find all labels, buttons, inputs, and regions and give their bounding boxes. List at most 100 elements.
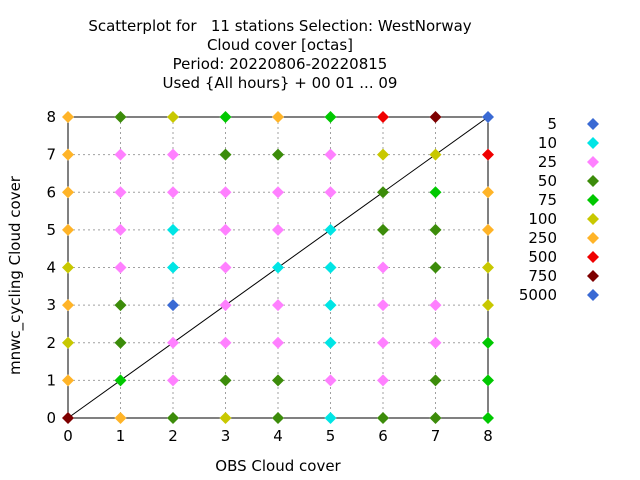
legend-label: 5 [547, 115, 557, 133]
x-tick-label: 1 [116, 427, 126, 445]
data-point [114, 261, 127, 274]
data-point [324, 374, 337, 387]
data-point [377, 261, 389, 274]
legend-label: 75 [538, 191, 557, 209]
legend-label: 5000 [519, 286, 557, 304]
data-point [482, 111, 494, 123]
data-point [114, 111, 127, 123]
data-point [324, 111, 337, 123]
data-point [377, 148, 389, 161]
data-point [167, 336, 179, 349]
data-point [482, 148, 494, 161]
data-point [114, 336, 127, 349]
data-point [272, 111, 284, 123]
data-point [272, 223, 284, 236]
x-tick-label: 7 [431, 427, 441, 445]
data-point [167, 261, 179, 274]
data-point [324, 261, 337, 274]
data-point [62, 148, 74, 161]
chart-title-line-1: Scatterplot for 11 stations Selection: W… [88, 17, 472, 35]
legend-marker [587, 118, 599, 130]
y-tick-label: 8 [46, 108, 56, 126]
y-tick-label: 3 [46, 296, 56, 314]
legend-marker [587, 213, 599, 225]
data-point [429, 261, 442, 274]
data-point [482, 186, 494, 199]
data-point [324, 299, 337, 312]
x-axis-label: OBS Cloud cover [215, 457, 341, 475]
data-point [324, 148, 337, 161]
chart-title-line-4: Used {All hours} + 00 01 ... 09 [162, 74, 398, 92]
data-point [62, 186, 74, 199]
data-point [167, 148, 179, 161]
data-point [167, 186, 179, 199]
data-point [62, 412, 74, 424]
legend-marker [587, 194, 599, 206]
data-point [272, 412, 284, 424]
y-tick-label: 0 [46, 409, 56, 427]
data-point [482, 336, 494, 349]
data-point [272, 148, 284, 161]
data-point [114, 374, 127, 387]
x-tick-label: 3 [221, 427, 231, 445]
legend-label: 750 [528, 267, 557, 285]
data-point [482, 374, 494, 387]
data-point [272, 374, 284, 387]
chart-title-line-2: Cloud cover [octas] [206, 36, 354, 54]
data-point [219, 336, 232, 349]
legend-label: 100 [528, 210, 557, 228]
x-tick-label: 0 [63, 427, 73, 445]
data-point [429, 111, 442, 123]
data-point [429, 148, 442, 161]
legend-marker [587, 289, 599, 301]
data-point [324, 223, 337, 236]
data-point [167, 299, 179, 312]
data-point [62, 374, 74, 387]
data-point [219, 223, 232, 236]
data-point [114, 148, 127, 161]
data-point [377, 223, 389, 236]
x-tick-label: 6 [378, 427, 388, 445]
legend-marker [587, 232, 599, 244]
data-point [167, 111, 179, 123]
legend-marker [587, 251, 599, 263]
data-point [482, 261, 494, 274]
data-point [324, 336, 337, 349]
data-point [377, 186, 389, 199]
data-point [377, 111, 389, 123]
data-point [272, 186, 284, 199]
data-point [219, 111, 232, 123]
data-point [62, 111, 74, 123]
data-point [429, 412, 442, 424]
data-point [429, 223, 442, 236]
data-point [377, 336, 389, 349]
data-point [482, 299, 494, 312]
legend-marker [587, 137, 599, 149]
data-point [62, 299, 74, 312]
data-point [62, 336, 74, 349]
data-point [377, 374, 389, 387]
data-point [219, 261, 232, 274]
data-point [219, 412, 232, 424]
data-point [482, 412, 494, 424]
data-point [272, 299, 284, 312]
x-tick-label: 8 [483, 427, 493, 445]
data-point [167, 374, 179, 387]
data-point [219, 374, 232, 387]
y-tick-label: 7 [46, 146, 56, 164]
data-point [114, 412, 127, 424]
x-tick-label: 5 [326, 427, 336, 445]
y-axis-label: mnwc_cycling Cloud cover [6, 175, 25, 375]
data-point [482, 223, 494, 236]
data-point [324, 186, 337, 199]
data-point [114, 299, 127, 312]
x-tick-label: 4 [273, 427, 283, 445]
legend-label: 250 [528, 229, 557, 247]
data-point [429, 299, 442, 312]
y-tick-label: 5 [46, 221, 56, 239]
data-point [62, 223, 74, 236]
data-point [377, 299, 389, 312]
data-point [429, 186, 442, 199]
